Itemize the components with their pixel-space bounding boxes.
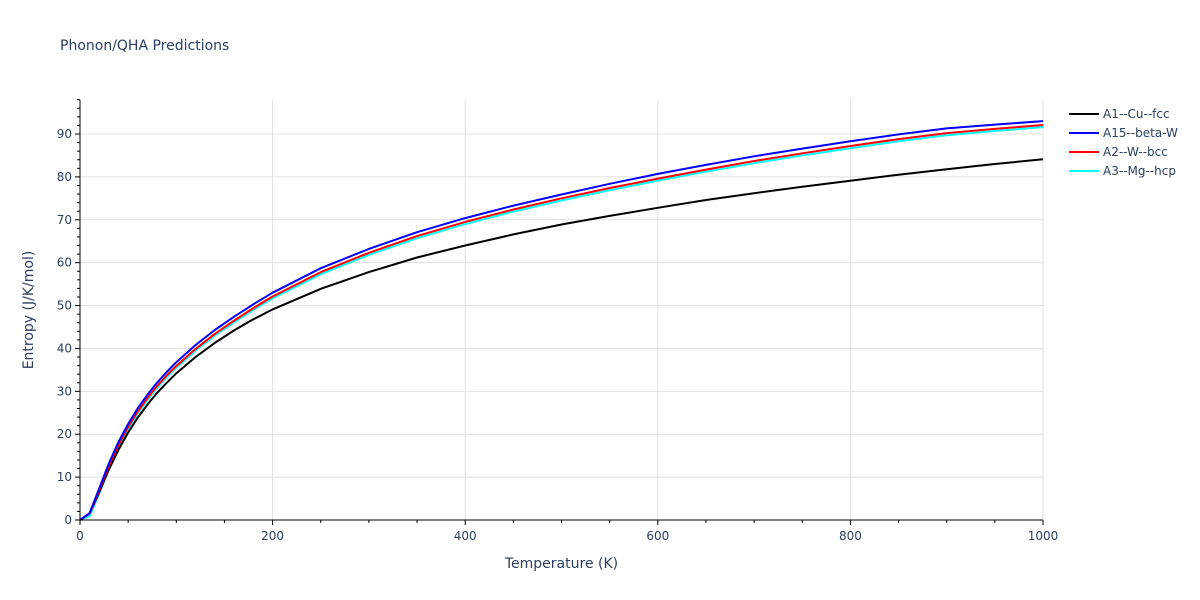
- y-tick-label: 70: [57, 213, 72, 227]
- x-axis-title: Temperature (K): [504, 556, 618, 572]
- series-line-a1-cu-fcc[interactable]: [79, 158, 1044, 521]
- legend-label: A3--Mg--hcp: [1103, 164, 1176, 178]
- legend-item[interactable]: A1--Cu--fcc: [1069, 107, 1170, 121]
- grid-lines: [80, 99, 1044, 520]
- legend-label: A1--Cu--fcc: [1103, 107, 1170, 121]
- y-tick-label: 0: [64, 513, 72, 527]
- y-tick-label: 60: [57, 256, 72, 270]
- legend-item[interactable]: A3--Mg--hcp: [1069, 164, 1176, 178]
- plot-area[interactable]: [79, 120, 1044, 521]
- y-tick-label: 20: [57, 427, 72, 441]
- y-tick-label: 80: [57, 170, 72, 184]
- y-axis-title: Entropy (J/K/mol): [21, 251, 37, 370]
- series-line-a3-mg-hcp[interactable]: [79, 126, 1044, 521]
- legend-label: A15--beta-W: [1103, 126, 1178, 140]
- x-tick-label: 1000: [1028, 529, 1059, 543]
- legend-item[interactable]: A2--W--bcc: [1069, 145, 1168, 159]
- series-line-a15-beta-w[interactable]: [79, 120, 1044, 521]
- y-tick-label: 10: [57, 470, 72, 484]
- x-tick-label: 400: [454, 529, 477, 543]
- x-tick-label: 600: [646, 529, 669, 543]
- y-tick-label: 30: [57, 384, 72, 398]
- axes: 0 10 20 30 40 50 60 70 80 90 0 200 400 600 800 1000: [57, 99, 1059, 543]
- series-line-a2-w-bcc[interactable]: [79, 124, 1044, 521]
- x-tick-label: 800: [839, 529, 862, 543]
- legend-item[interactable]: A15--beta-W: [1069, 126, 1178, 140]
- x-tick-label: 0: [76, 529, 84, 543]
- y-tick-label: 50: [57, 299, 72, 313]
- legend: A1--Cu--fcc A15--beta-W A2--W--bcc A3--Mg--…: [1069, 107, 1178, 178]
- x-tick-label: 200: [261, 529, 284, 543]
- y-tick-label: 90: [57, 127, 72, 141]
- chart-title: Phonon/QHA Predictions: [60, 38, 229, 54]
- y-tick-label: 40: [57, 341, 72, 355]
- legend-label: A2--W--bcc: [1103, 145, 1168, 159]
